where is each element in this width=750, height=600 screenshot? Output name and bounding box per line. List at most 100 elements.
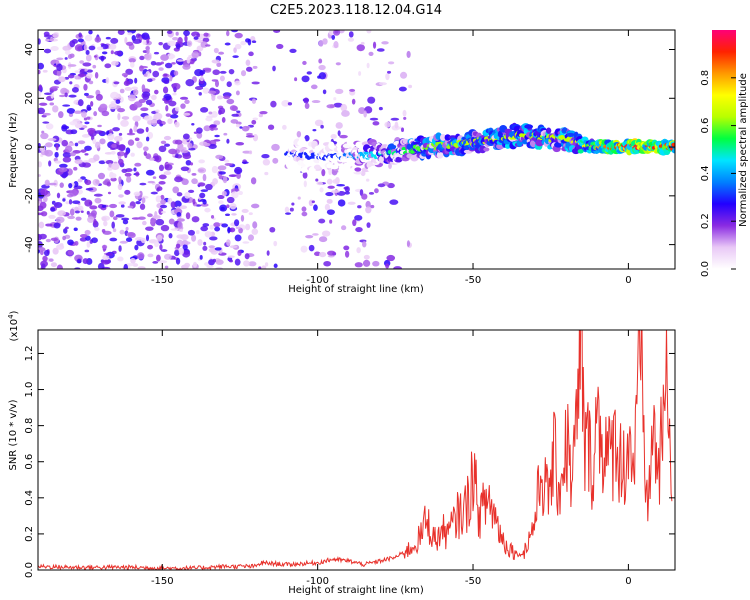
heatmap-cell — [168, 100, 177, 107]
heatmap-cell — [168, 148, 178, 155]
heatmap-cell — [147, 244, 154, 250]
heatmap-cell — [68, 182, 73, 189]
heatmap-cell — [224, 162, 233, 166]
heatmap-cell — [152, 261, 159, 264]
heatmap-cell — [187, 229, 195, 236]
heatmap-cell — [218, 171, 226, 175]
heatmap-cell — [163, 79, 170, 85]
heatmap-cell — [74, 210, 80, 214]
heatmap-cell — [98, 160, 106, 165]
heatmap-cell — [304, 135, 310, 142]
heatmap-cell — [176, 59, 184, 62]
spectrogram-axes: -150 -100 -50 0 -40 -20 0 20 40 — [24, 30, 675, 286]
heatmap-cell — [43, 31, 50, 37]
heatmap-cell — [289, 48, 297, 53]
heatmap-cell — [187, 142, 193, 149]
heatmap-cell — [172, 186, 180, 194]
heatmap-cell — [352, 219, 357, 227]
heatmap-cell — [134, 244, 139, 251]
heatmap-cell — [208, 245, 216, 249]
heatmap-cell — [123, 263, 128, 269]
heatmap-cell — [132, 38, 142, 44]
heatmap-cell — [182, 241, 191, 245]
heatmap-cell — [252, 65, 258, 69]
heatmap-cell — [133, 88, 139, 96]
heatmap-cell — [262, 158, 271, 166]
heatmap-cell — [170, 201, 176, 209]
heatmap-cell — [42, 121, 50, 124]
heatmap-cell — [45, 238, 51, 243]
heatmap-cell — [252, 221, 258, 229]
heatmap-cell — [251, 228, 259, 235]
heatmap-cell — [235, 123, 241, 128]
heatmap-cell — [222, 175, 228, 184]
heatmap-cell — [54, 160, 61, 164]
heatmap-cell — [48, 160, 52, 167]
heatmap-cell — [117, 183, 123, 191]
heatmap-cell — [180, 103, 186, 109]
heatmap-cell — [198, 92, 202, 96]
heatmap-cell — [111, 162, 120, 170]
heatmap-cell — [153, 112, 163, 120]
heatmap-cell — [165, 113, 172, 117]
heatmap-cell — [117, 112, 121, 121]
heatmap-cell — [140, 107, 149, 112]
heatmap-cell — [52, 105, 59, 113]
heatmap-cell — [406, 240, 410, 247]
heatmap-cell — [161, 210, 166, 214]
heatmap-cell — [167, 40, 177, 47]
heatmap-cell — [213, 127, 219, 131]
x-tick-label: -100 — [306, 275, 329, 286]
heatmap-cell — [104, 63, 112, 69]
heatmap-cell — [204, 44, 211, 47]
heatmap-cell — [377, 183, 386, 188]
heatmap-cell — [387, 182, 395, 189]
heatmap-cell — [252, 117, 259, 121]
heatmap-cell — [44, 149, 54, 157]
heatmap-cell — [143, 146, 149, 152]
heatmap-cell — [174, 249, 180, 257]
heatmap-cell — [58, 94, 66, 98]
heatmap-cell — [348, 31, 354, 38]
heatmap-cell — [261, 153, 270, 159]
colorbar-ticks: 0.0 0.2 0.4 0.6 0.8 — [700, 70, 736, 277]
heatmap-cell — [272, 65, 276, 72]
heatmap-cell — [223, 95, 231, 100]
heatmap-cell — [219, 204, 228, 212]
heatmap-cell — [52, 247, 59, 255]
heatmap-cell — [72, 200, 81, 205]
y-tick-label: 0.8 — [24, 418, 35, 434]
heatmap-cell — [151, 94, 157, 101]
heatmap-cell — [83, 44, 88, 51]
heatmap-cell — [203, 125, 211, 132]
heatmap-cell — [406, 50, 411, 59]
heatmap-cell — [62, 235, 67, 241]
heatmap-cell — [221, 223, 229, 228]
heatmap-cell — [48, 182, 57, 186]
heatmap-cell — [93, 55, 97, 58]
heatmap-cell — [108, 103, 117, 110]
heatmap-cell — [303, 97, 309, 104]
heatmap-cell — [234, 166, 243, 175]
spectrogram-ylabel: Frequency (Hz) — [8, 112, 19, 188]
heatmap-cell — [86, 73, 93, 79]
heatmap-cell — [215, 154, 224, 160]
heatmap-cell — [188, 189, 195, 193]
heatmap-cell — [142, 93, 150, 101]
heatmap-cell — [185, 212, 191, 220]
heatmap-cell — [113, 50, 122, 56]
heatmap-cell — [71, 86, 79, 93]
heatmap-cell — [67, 215, 75, 220]
heatmap-cell — [56, 57, 64, 61]
heatmap-cell — [347, 37, 355, 42]
heatmap-cell — [111, 221, 115, 229]
heatmap-cell — [291, 202, 295, 206]
heatmap-cell — [319, 187, 324, 193]
heatmap-cell — [182, 250, 191, 258]
heatmap-cell — [136, 141, 143, 149]
heatmap-cell — [273, 240, 278, 247]
heatmap-cell — [387, 70, 392, 74]
heatmap-cell — [138, 190, 143, 198]
heatmap-cell — [362, 241, 367, 248]
heatmap-cell — [64, 50, 71, 55]
